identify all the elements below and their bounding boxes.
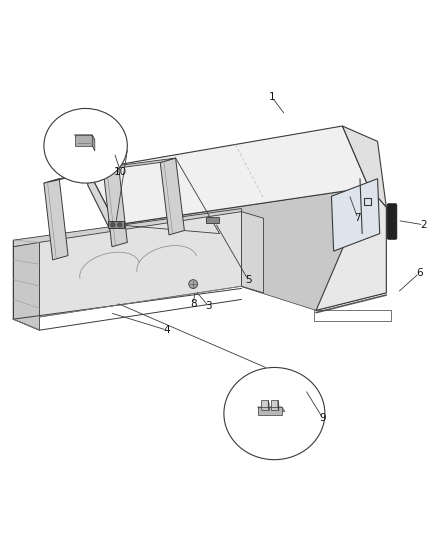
Text: 4: 4 <box>163 325 170 335</box>
Text: 8: 8 <box>189 299 196 309</box>
Text: 3: 3 <box>205 301 212 311</box>
Text: 1: 1 <box>268 93 275 102</box>
Text: 5: 5 <box>244 274 251 285</box>
Polygon shape <box>331 179 379 251</box>
Polygon shape <box>160 158 184 235</box>
FancyBboxPatch shape <box>386 204 396 239</box>
Polygon shape <box>44 179 68 260</box>
Polygon shape <box>103 166 127 247</box>
Polygon shape <box>257 407 284 411</box>
Text: 10: 10 <box>114 167 127 177</box>
Polygon shape <box>277 400 278 410</box>
Text: 7: 7 <box>353 213 360 223</box>
Polygon shape <box>342 126 385 207</box>
Ellipse shape <box>223 367 324 459</box>
Polygon shape <box>13 243 39 330</box>
Polygon shape <box>88 126 368 225</box>
Polygon shape <box>88 170 116 243</box>
Polygon shape <box>44 166 118 183</box>
Circle shape <box>110 223 115 227</box>
Polygon shape <box>13 208 241 247</box>
Polygon shape <box>257 407 281 415</box>
Polygon shape <box>241 212 263 293</box>
Polygon shape <box>270 407 278 410</box>
FancyBboxPatch shape <box>206 217 219 223</box>
Ellipse shape <box>44 108 127 183</box>
FancyBboxPatch shape <box>108 221 124 228</box>
Polygon shape <box>103 158 175 170</box>
Text: 6: 6 <box>415 268 422 278</box>
Text: 2: 2 <box>419 220 426 230</box>
Polygon shape <box>315 188 385 310</box>
Polygon shape <box>74 135 95 140</box>
Polygon shape <box>261 407 268 410</box>
Circle shape <box>188 280 197 288</box>
Polygon shape <box>270 400 277 407</box>
Polygon shape <box>74 135 92 146</box>
Polygon shape <box>261 400 268 407</box>
Polygon shape <box>92 135 95 151</box>
Polygon shape <box>116 188 385 310</box>
Text: 9: 9 <box>318 413 325 423</box>
Circle shape <box>117 223 122 227</box>
Polygon shape <box>39 212 241 317</box>
